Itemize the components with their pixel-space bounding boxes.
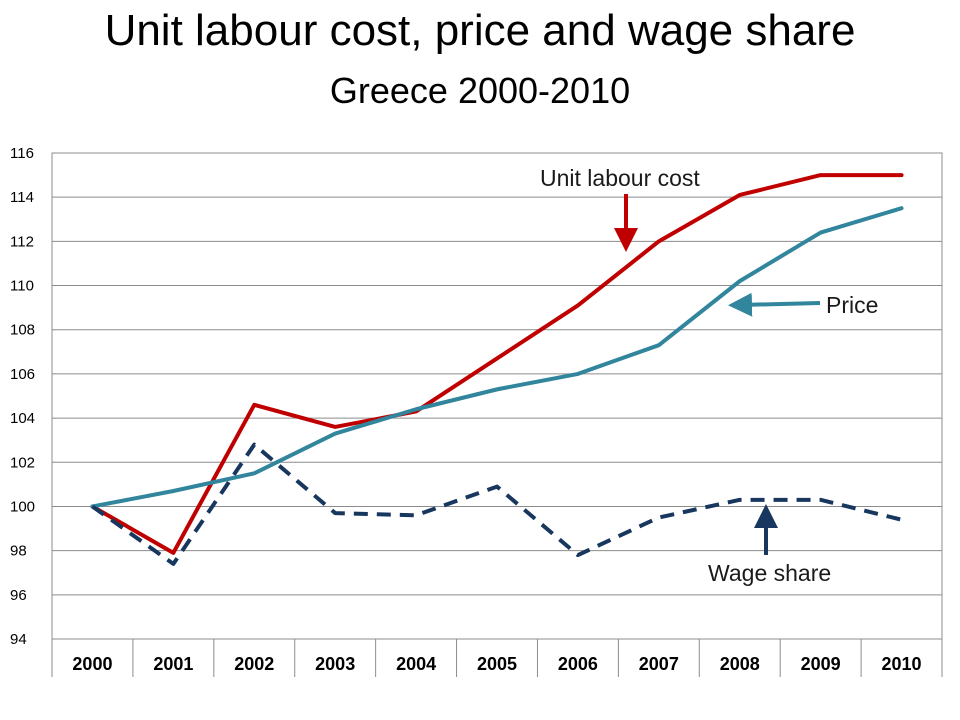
- annotation-price: Price: [826, 292, 878, 318]
- x-tick-label: 2000: [72, 654, 112, 674]
- annotation-unit-labour-cost: Unit labour cost: [540, 165, 700, 191]
- x-tick-label: 2002: [234, 654, 274, 674]
- plot-border: [51, 152, 943, 640]
- y-tick-label: 116: [10, 145, 34, 162]
- y-tick-label: 114: [10, 189, 34, 206]
- annotation-wage-share: Wage share: [708, 560, 831, 586]
- x-tick-label: 2009: [801, 654, 841, 674]
- y-tick-label: 94: [10, 631, 27, 648]
- y-tick-label: 98: [10, 543, 27, 560]
- annotations: Unit labour cost Price Wage share: [540, 165, 878, 586]
- x-tick-label: 2005: [477, 654, 517, 674]
- x-tick-label: 2007: [639, 654, 679, 674]
- y-tick-label: 106: [10, 366, 35, 383]
- unit-labour-cost-line: [90, 173, 904, 555]
- x-tick-label: 2010: [882, 654, 922, 674]
- x-tick-label: 2001: [153, 654, 193, 674]
- x-tick-label: 2004: [396, 654, 436, 674]
- x-tick-label: 2006: [558, 654, 598, 674]
- annotation-arrow: [728, 292, 821, 317]
- x-tick-label: 2003: [315, 654, 355, 674]
- y-tick-label: 112: [10, 233, 34, 250]
- y-tick-label: 96: [10, 587, 27, 604]
- chart-subtitle: Greece 2000-2010: [329, 70, 631, 111]
- y-tick-label: 100: [10, 498, 35, 515]
- y-tick-label: 102: [10, 454, 35, 471]
- x-tick-label: 2008: [720, 654, 760, 674]
- series-lines: [90, 173, 904, 566]
- y-tick-label: 110: [10, 278, 34, 295]
- chart-title: Unit labour cost, price and wage share: [104, 6, 856, 55]
- y-tick-label: 104: [10, 410, 35, 427]
- y-tick-label: 108: [10, 322, 35, 339]
- axes: 94 96 98 100 102 104 106 108 110 112 114 116 2000 200…: [10, 145, 943, 677]
